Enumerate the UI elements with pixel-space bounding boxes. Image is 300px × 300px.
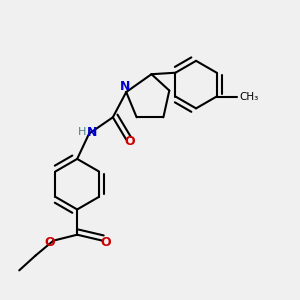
Text: O: O bbox=[124, 135, 134, 148]
Text: N: N bbox=[87, 126, 97, 139]
Text: CH₃: CH₃ bbox=[239, 92, 258, 101]
Text: O: O bbox=[101, 236, 111, 249]
Text: H: H bbox=[77, 127, 86, 137]
Text: O: O bbox=[44, 236, 55, 249]
Text: N: N bbox=[119, 80, 130, 93]
